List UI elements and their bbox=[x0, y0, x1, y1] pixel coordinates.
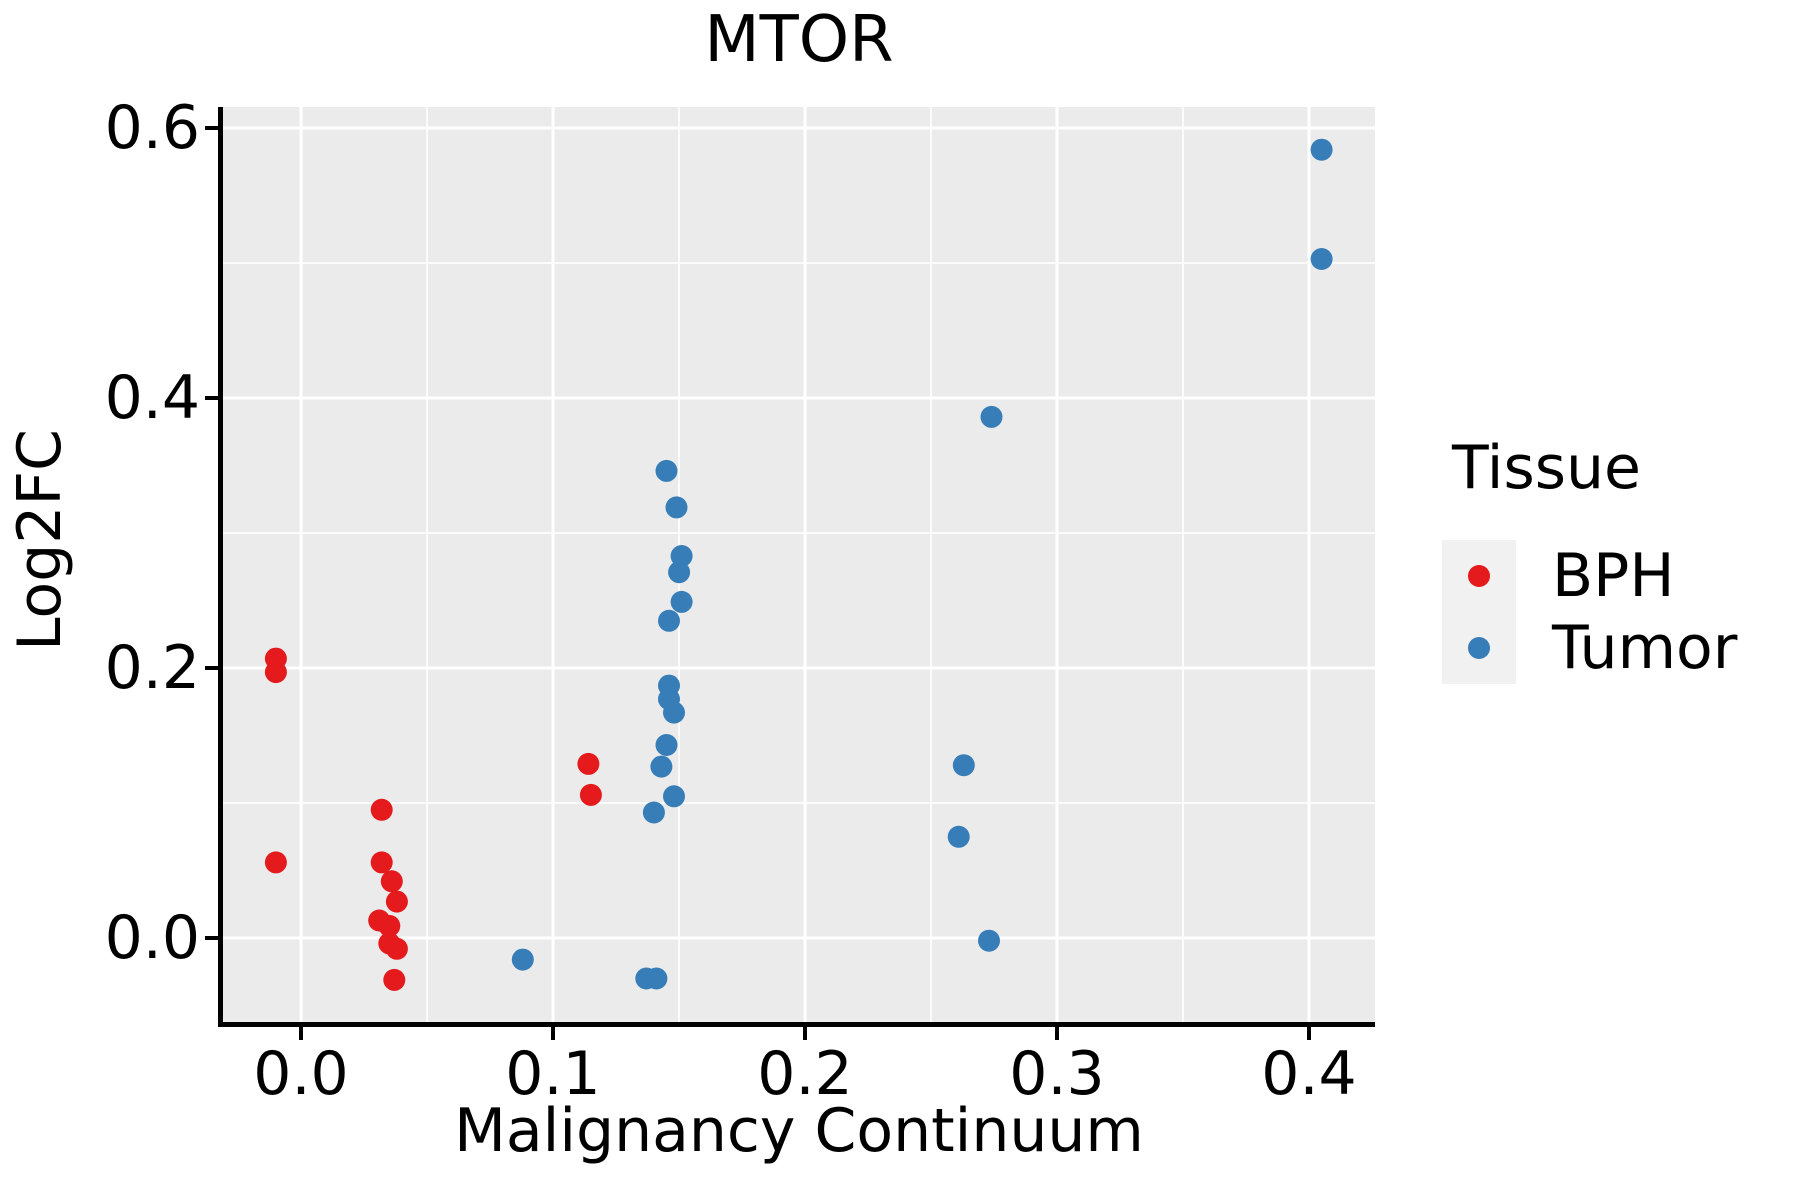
x-tick-label: 0.0 bbox=[253, 1039, 349, 1109]
data-point-bph bbox=[385, 890, 408, 913]
legend-dot-tumor bbox=[1468, 637, 1490, 659]
data-point-tumor bbox=[1310, 248, 1333, 270]
plot-panel bbox=[223, 107, 1375, 1022]
y-tick-label: 0.0 bbox=[104, 903, 200, 973]
x-axis-line bbox=[218, 1022, 1375, 1027]
plot-canvas bbox=[223, 107, 1375, 1022]
data-point-bph bbox=[370, 798, 393, 821]
x-tick-mark bbox=[1055, 1027, 1059, 1040]
legend-key-bph bbox=[1442, 540, 1516, 612]
data-point-tumor bbox=[1310, 138, 1333, 161]
y-tick-mark bbox=[205, 666, 218, 670]
data-point-tumor bbox=[668, 561, 691, 584]
y-axis-line bbox=[218, 107, 223, 1027]
y-tick-label: 0.2 bbox=[104, 633, 200, 703]
legend-dot-bph bbox=[1468, 565, 1490, 587]
data-point-bph bbox=[383, 968, 406, 991]
data-point-tumor bbox=[645, 967, 668, 990]
data-point-bph bbox=[264, 851, 287, 874]
legend-label-tumor: Tumor bbox=[1552, 613, 1738, 683]
x-tick-mark bbox=[551, 1027, 555, 1040]
x-tick-label: 0.1 bbox=[505, 1039, 601, 1109]
data-point-tumor bbox=[947, 825, 970, 848]
data-point-tumor bbox=[665, 496, 688, 519]
data-point-tumor bbox=[655, 459, 678, 482]
y-tick-mark bbox=[205, 396, 218, 400]
y-tick-label: 0.6 bbox=[104, 93, 200, 163]
x-tick-mark bbox=[299, 1027, 303, 1040]
y-tick-label: 0.4 bbox=[104, 363, 200, 433]
data-point-tumor bbox=[663, 785, 685, 808]
plot-title: MTOR bbox=[704, 3, 894, 77]
data-point-tumor bbox=[952, 754, 975, 777]
data-point-bph bbox=[577, 752, 600, 775]
data-point-tumor bbox=[980, 405, 1003, 428]
data-point-bph bbox=[264, 661, 287, 684]
data-point-tumor bbox=[663, 701, 685, 724]
data-point-tumor bbox=[655, 734, 678, 756]
data-point-bph bbox=[579, 783, 602, 806]
x-tick-label: 0.4 bbox=[1261, 1039, 1357, 1109]
y-tick-mark bbox=[205, 936, 218, 940]
y-axis-title-text: Log2FC bbox=[5, 429, 75, 651]
x-tick-label: 0.3 bbox=[1009, 1039, 1105, 1109]
data-point-bph bbox=[380, 870, 403, 893]
data-point-tumor bbox=[670, 545, 693, 567]
x-tick-mark bbox=[803, 1027, 807, 1040]
data-point-tumor bbox=[650, 755, 673, 778]
data-point-tumor bbox=[642, 801, 665, 824]
data-point-bph bbox=[385, 937, 408, 960]
x-tick-mark bbox=[1307, 1027, 1311, 1040]
data-point-tumor bbox=[670, 590, 693, 613]
data-point-tumor bbox=[658, 609, 680, 632]
legend-label-bph: BPH bbox=[1552, 541, 1675, 611]
legend-key-tumor bbox=[1442, 612, 1516, 684]
data-point-bph bbox=[370, 851, 393, 874]
x-axis-title: Malignancy Continuum bbox=[454, 1096, 1144, 1166]
y-tick-mark bbox=[205, 126, 218, 130]
legend-title: Tissue bbox=[1452, 433, 1641, 503]
data-point-tumor bbox=[978, 929, 1000, 952]
data-point-tumor bbox=[511, 948, 534, 971]
x-tick-label: 0.2 bbox=[757, 1039, 853, 1109]
data-point-bph bbox=[378, 914, 401, 937]
